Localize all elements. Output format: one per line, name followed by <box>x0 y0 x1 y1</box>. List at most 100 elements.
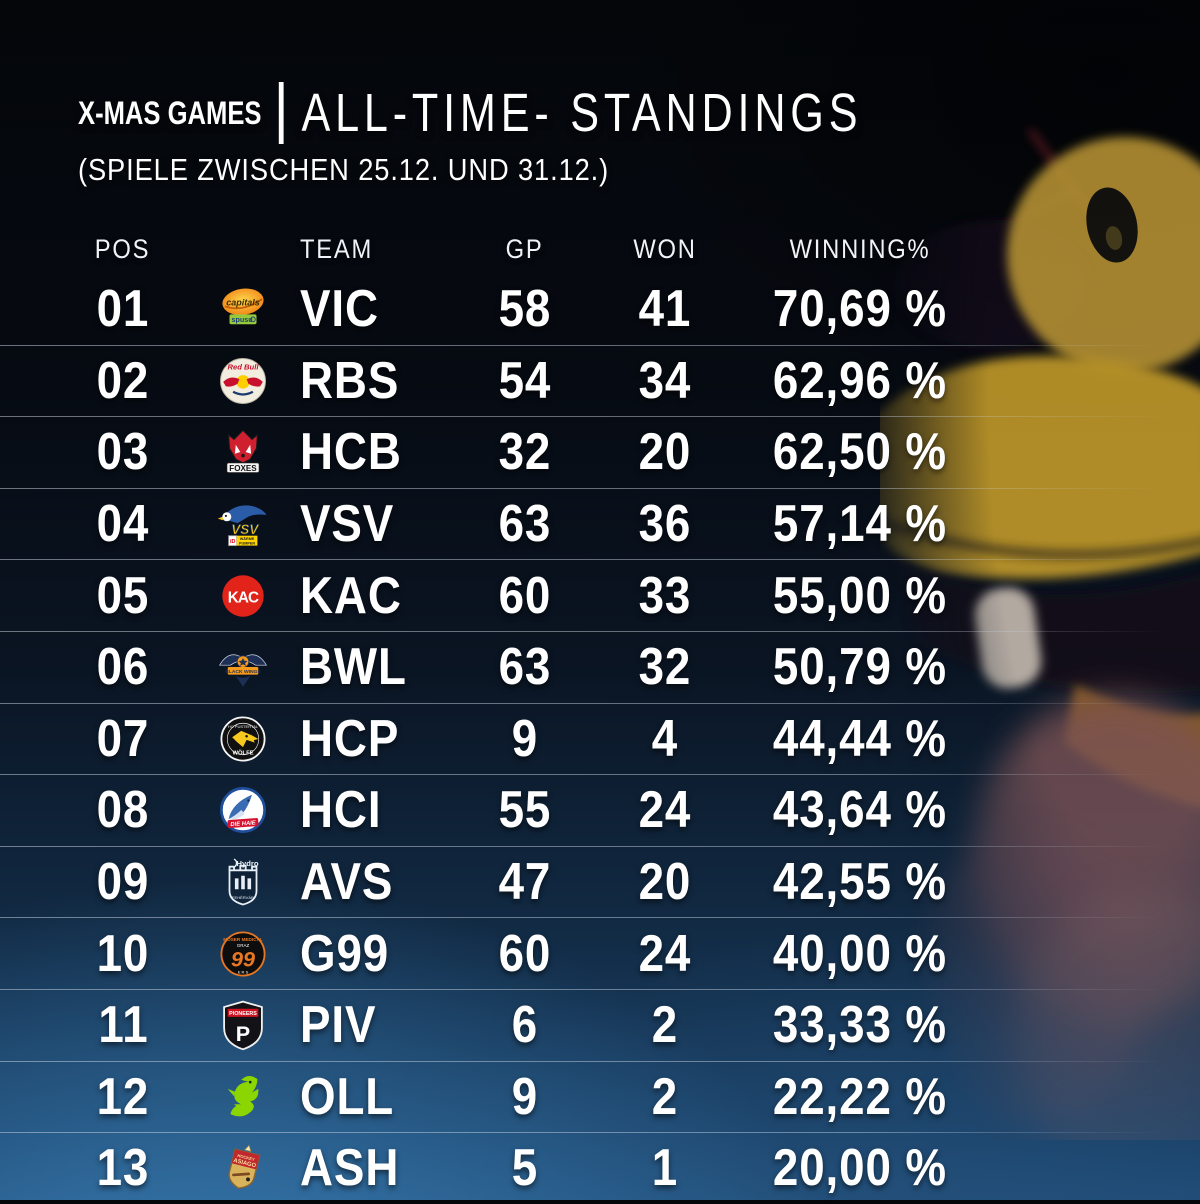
svg-text:HOCKEY: HOCKEY <box>237 1153 256 1162</box>
table-row: 05 KAC KAC 60 33 55,00 % <box>0 559 1200 631</box>
svg-text:FOXES: FOXES <box>229 464 257 473</box>
table-row: 13 HOCKEY ASIAGO ASH 5 1 20,00 % <box>0 1132 1200 1204</box>
table-row: 07 HC PUSTERTAL WÖLFE HCP 9 4 44,44 % <box>0 702 1200 775</box>
team-code: VIC <box>300 280 379 339</box>
svg-text:GRAZ: GRAZ <box>237 942 250 947</box>
team-code: PIV <box>300 996 377 1055</box>
position-value: 03 <box>96 423 150 482</box>
winning-percentage-value: 42,55 % <box>772 853 948 912</box>
svg-text:PIONEERS: PIONEERS <box>229 1011 257 1017</box>
standings-rows: 01 capitals spusu VIC 58 41 70,69 % 02 Re… <box>0 274 1200 1204</box>
games-played-value: 63 <box>498 638 552 697</box>
team-code: HCP <box>300 709 400 768</box>
fehervar-av19-logo: Hydro FEHÉRVÁR <box>186 855 300 909</box>
standings-table: POS TEAM GP WON WINNING% 01 capitals spus… <box>0 224 1200 1204</box>
svg-text:HC PUSTERTAL: HC PUSTERTAL <box>228 724 259 729</box>
won-value: 24 <box>638 781 692 840</box>
winning-percentage-value: 33,33 % <box>772 996 948 1055</box>
svg-text:iD: iD <box>230 539 235 545</box>
svg-text:BLACK WINGS: BLACK WINGS <box>225 669 261 675</box>
black-wings-linz-logo: BLACK WINGS <box>186 640 300 694</box>
games-played-value: 54 <box>498 351 552 410</box>
hc-pustertal-logo: HC PUSTERTAL WÖLFE <box>186 712 300 766</box>
kac-logo: KAC <box>186 569 300 623</box>
team-code: HCI <box>300 781 382 840</box>
games-played-value: 55 <box>498 781 552 840</box>
won-value: 24 <box>638 924 692 983</box>
winning-percentage-value: 20,00 % <box>772 1139 948 1198</box>
winning-percentage-value: 55,00 % <box>772 566 948 625</box>
won-value: 20 <box>638 853 692 912</box>
position-value: 11 <box>97 996 149 1055</box>
games-played-value: 60 <box>498 924 552 983</box>
games-played-value: 5 <box>511 1139 539 1198</box>
svg-text:ASIAGO: ASIAGO <box>233 1158 257 1170</box>
title-secondary: ALL-TIME- STANDINGS <box>301 83 863 143</box>
subtitle: (SPIELE ZWISCHEN 25.12. UND 31.12.) <box>78 152 610 187</box>
winning-percentage-value: 22,22 % <box>772 1067 948 1126</box>
svg-text:E R S: E R S <box>238 969 249 974</box>
team-code: ASH <box>300 1139 400 1198</box>
title-main: X-MAS GAMES <box>78 94 262 131</box>
table-row: 01 capitals spusu VIC 58 41 70,69 % <box>0 274 1200 345</box>
won-value: 4 <box>651 709 679 768</box>
svg-text:MOSER MEDICAL: MOSER MEDICAL <box>223 937 263 942</box>
winning-percentage-value: 40,00 % <box>772 924 948 983</box>
games-played-value: 9 <box>511 709 539 768</box>
svg-text:Red Bull: Red Bull <box>228 362 260 371</box>
won-value: 34 <box>638 351 692 410</box>
won-value: 20 <box>638 423 692 482</box>
table-row: 09 Hydro FEHÉRVÁR AVS 47 20 42,55 % <box>0 845 1200 918</box>
column-header-won: WON <box>633 233 697 264</box>
column-header-pos: POS <box>95 233 151 264</box>
winning-percentage-value: 44,44 % <box>772 709 948 768</box>
column-header-gp: GP <box>506 233 544 264</box>
table-row: 10 MOSER MEDICAL GRAZ 99 E R S G99 60 24 40… <box>0 917 1200 989</box>
team-code: VSV <box>300 495 395 554</box>
table-row: 11 PIONEERS P PIV 6 2 33,33 % <box>0 988 1200 1061</box>
svg-text:99: 99 <box>231 946 255 971</box>
svg-text:FEHÉRVÁR: FEHÉRVÁR <box>232 895 254 900</box>
won-value: 32 <box>638 638 692 697</box>
pioneers-vorarlberg-logo: PIONEERS P <box>186 998 300 1052</box>
won-value: 41 <box>638 280 692 339</box>
position-value: 09 <box>96 853 150 912</box>
table-row: 08 DIE HAIE HCI 55 24 43,64 % <box>0 774 1200 846</box>
svg-text:Hydro: Hydro <box>236 859 258 868</box>
svg-text:PUMPEN: PUMPEN <box>239 541 255 545</box>
position-value: 05 <box>96 566 150 625</box>
svg-text:WÖLFE: WÖLFE <box>232 749 253 756</box>
table-row: 12 OLL 9 2 22,22 % <box>0 1060 1200 1133</box>
svg-text:spusu: spusu <box>232 315 253 324</box>
hc-innsbruck-logo: DIE HAIE <box>186 783 300 837</box>
team-code: BWL <box>300 638 407 697</box>
table-row: 04 VSV iD WÄRME PUMPEN VSV 63 36 57,14 % <box>0 487 1200 560</box>
won-value: 2 <box>651 1067 679 1126</box>
header: X-MAS GAMES ALL-TIME- STANDINGS (SPIELE … <box>0 0 1200 188</box>
games-played-value: 32 <box>498 423 552 482</box>
olimpija-ljubljana-logo <box>186 1070 300 1124</box>
position-value: 13 <box>96 1139 150 1198</box>
team-code: G99 <box>300 924 390 983</box>
games-played-value: 63 <box>498 495 552 554</box>
svg-text:capitals: capitals <box>226 298 260 308</box>
team-code: KAC <box>300 566 402 625</box>
table-row: 02 Red Bull RBS 54 34 62,96 % <box>0 344 1200 417</box>
position-value: 08 <box>96 781 150 840</box>
games-played-value: 60 <box>498 566 552 625</box>
position-value: 06 <box>96 638 150 697</box>
games-played-value: 47 <box>498 853 552 912</box>
games-played-value: 6 <box>511 996 539 1055</box>
won-value: 36 <box>638 495 692 554</box>
won-value: 33 <box>638 566 692 625</box>
table-row: 06 BLACK WINGS BWL 63 32 50,79 % <box>0 630 1200 703</box>
hcb-foxes-logo: FOXES <box>186 425 300 479</box>
team-code: RBS <box>300 351 400 410</box>
winning-percentage-value: 57,14 % <box>772 495 948 554</box>
team-code: HCB <box>300 423 402 482</box>
red-bull-salzburg-logo: Red Bull <box>186 354 300 408</box>
position-value: 04 <box>96 495 150 554</box>
asiago-hockey-logo: HOCKEY ASIAGO <box>186 1141 300 1195</box>
won-value: 1 <box>651 1139 679 1198</box>
